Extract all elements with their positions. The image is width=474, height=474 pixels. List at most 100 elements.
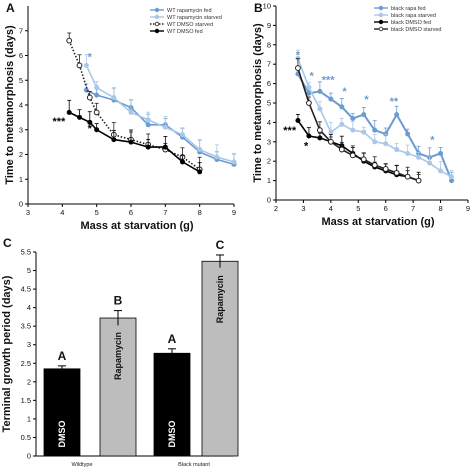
series-2 [295, 49, 455, 180]
y-tick-label: 6 [19, 51, 23, 60]
legend-label: WT rapamycin fed [167, 8, 212, 14]
x-tick-label: 5 [356, 204, 360, 213]
data-point [317, 135, 323, 141]
significance-marker: * [88, 51, 93, 63]
data-point [438, 168, 444, 174]
legend-label: WT rapamycin starved [167, 15, 222, 21]
x-tick-label: 8 [438, 204, 442, 213]
significance-marker: * [430, 135, 435, 147]
data-point [405, 150, 411, 156]
data-point [339, 104, 345, 110]
data-point [66, 37, 73, 44]
y-tick-label: 3 [267, 137, 271, 146]
data-point [327, 138, 334, 145]
x-tick-label: 6 [129, 208, 133, 217]
data-point [231, 159, 237, 165]
data-point [350, 116, 356, 122]
bar-label: DMSO [57, 421, 67, 448]
data-point [306, 133, 312, 139]
data-point [214, 154, 220, 160]
data-point [94, 127, 100, 133]
data-point [404, 173, 411, 180]
data-point [372, 127, 378, 133]
significance-letter: A [58, 349, 67, 363]
y-tick-label: 10 [263, 2, 271, 11]
y-axis-title: Time to metamorphosis (days) [252, 23, 264, 183]
x-tick-label: 6 [384, 204, 388, 213]
data-point [394, 147, 400, 153]
y-axis-title: Terminal growth period (days) [1, 275, 13, 432]
data-point [349, 152, 356, 159]
panel-b-line-chart: 2 3 4 5 6 7 8 9 0 1 2 3 4 5 6 7 8 9 10 Mass at starvation (… [252, 1, 470, 228]
y-tick-label: 1 [27, 414, 31, 423]
data-point [180, 159, 186, 165]
x-axis-title: Mass at starvation (g) [321, 216, 434, 228]
series-line [85, 65, 235, 163]
data-point [393, 169, 400, 176]
y-tick-label: 9 [267, 21, 271, 30]
data-point [93, 109, 100, 116]
y-tick-label: 4.5 [21, 285, 31, 294]
legend-label: black rapa fed [391, 6, 426, 12]
x-tick-label: 4 [329, 204, 333, 213]
data-point [316, 127, 323, 134]
data-point [86, 94, 93, 101]
significance-letter: A [168, 332, 177, 346]
data-point [339, 121, 345, 127]
y-tick-label: 3 [19, 125, 23, 134]
legend-marker [378, 5, 384, 11]
legend-marker [378, 19, 384, 25]
data-point [66, 109, 72, 115]
data-point [94, 92, 100, 98]
panel-c-bar-chart: 0 0.5 1 1.5 2 2.5 3 3.5 4 4.5 5 5.5 Terminal growth … [1, 236, 239, 468]
y-tick-label: 7 [19, 26, 23, 35]
data-point [361, 129, 367, 135]
legend-marker [154, 21, 160, 27]
y-tick-label: 0 [267, 196, 271, 205]
y-tick-label: 3 [27, 340, 31, 349]
significance-marker: ** [390, 96, 399, 108]
bar [99, 317, 137, 457]
data-point [128, 109, 134, 115]
y-tick-label: 5.5 [21, 248, 31, 257]
bar [153, 352, 191, 457]
y-tick-label: 5 [267, 99, 271, 108]
legend-marker [378, 26, 384, 32]
significance-marker: * [304, 141, 309, 153]
legend-marker [378, 12, 384, 18]
significance-marker: * [296, 49, 301, 61]
legend-marker [154, 7, 160, 13]
y-tick-label: 3.5 [21, 322, 31, 331]
data-point [111, 137, 117, 143]
data-point [295, 117, 301, 123]
legend-label: WT DMSO fed [167, 29, 203, 35]
x-tick-label: 3 [26, 208, 30, 217]
significance-marker: * [310, 71, 315, 83]
series-2 [83, 54, 237, 165]
y-tick-label: 8 [267, 40, 271, 49]
x-tick-label: 7 [163, 208, 167, 217]
data-point [328, 129, 334, 135]
y-tick-label: 5 [19, 76, 23, 85]
data-point [405, 131, 411, 137]
x-tick-label: 8 [198, 208, 202, 217]
y-tick-label: 1 [267, 176, 271, 185]
y-tick-label: 1 [19, 175, 23, 184]
data-point [76, 62, 83, 69]
y-tick-label: 2 [267, 157, 271, 166]
panel-letter: A [6, 1, 15, 15]
significance-letter: B [114, 294, 123, 308]
data-point [328, 96, 334, 102]
data-point [449, 174, 455, 180]
data-point [94, 85, 100, 91]
group-label: Wildtype [71, 462, 92, 468]
data-point [317, 88, 323, 94]
bar-group-3: A DMSO [153, 332, 191, 457]
data-point [317, 106, 323, 112]
bar-group-2: B Rapamycin [99, 294, 137, 457]
data-point [162, 144, 168, 150]
significance-marker: * [342, 86, 347, 98]
bar-label: Rapamycin [113, 332, 123, 380]
significance-marker: * [364, 94, 369, 106]
x-tick-label: 3 [301, 204, 305, 213]
